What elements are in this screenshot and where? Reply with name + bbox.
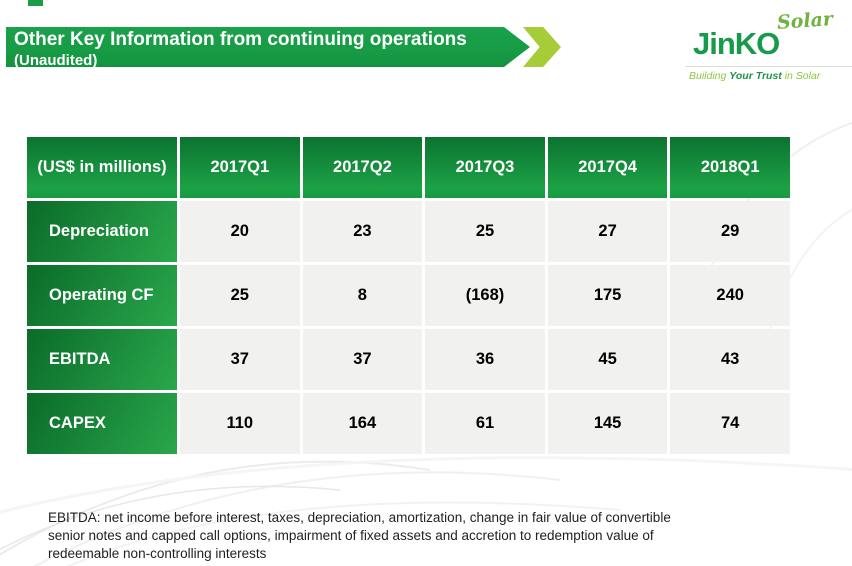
financial-table: (US$ in millions) 2017Q1 2017Q2 2017Q3 2… — [27, 137, 790, 454]
column-header-2017q4: 2017Q4 — [547, 137, 668, 198]
row-label-ebitda: EBITDA — [27, 329, 177, 390]
jinko-solar-logo: Solar JinKO Building Your Trust in Solar — [660, 0, 852, 95]
slide-corner-tab — [28, 0, 43, 6]
data-cell: (168) — [425, 265, 545, 326]
tagline-prefix: Building — [689, 70, 730, 82]
ebitda-footnote: EBITDA: net income before interest, taxe… — [48, 510, 671, 561]
column-header-2017q3: 2017Q3 — [425, 137, 545, 198]
data-cell: 25 — [180, 265, 300, 326]
data-cell: 175 — [547, 265, 668, 326]
data-cell: 23 — [302, 201, 423, 262]
logo-divider-line — [685, 66, 852, 67]
data-cell: 29 — [670, 201, 790, 262]
data-cell: 110 — [180, 393, 300, 454]
data-cell: 20 — [180, 201, 300, 262]
data-cell: 8 — [302, 265, 423, 326]
tagline-bold: Your Trust — [729, 70, 782, 82]
row-label-capex: CAPEX — [27, 393, 177, 454]
data-cell: 36 — [425, 329, 545, 390]
logo-solar-script: Solar — [776, 8, 834, 34]
data-cell: 61 — [425, 393, 545, 454]
data-cell: 240 — [670, 265, 790, 326]
row-label-depreciation: Depreciation — [27, 201, 177, 262]
page-subtitle: (Unaudited) — [14, 52, 98, 67]
data-cell: 164 — [302, 393, 423, 454]
column-header-2018q1: 2018Q1 — [670, 137, 790, 198]
data-cell: 74 — [670, 393, 790, 454]
data-cell: 145 — [547, 393, 668, 454]
column-header-2017q2: 2017Q2 — [302, 137, 423, 198]
logo-tagline: Building Your Trust in Solar — [689, 70, 852, 82]
tagline-suffix: in Solar — [781, 70, 821, 82]
column-header-2017q1: 2017Q1 — [180, 137, 300, 198]
data-cell: 27 — [547, 201, 668, 262]
row-label-operating-cf: Operating CF — [27, 265, 177, 326]
data-cell: 37 — [302, 329, 423, 390]
title-banner: Other Key Information from continuing op… — [6, 27, 530, 67]
data-cell: 43 — [670, 329, 790, 390]
logo-brand-wordmark: JinKO — [693, 26, 780, 61]
data-cell: 25 — [425, 201, 545, 262]
unit-label-header: (US$ in millions) — [27, 137, 177, 198]
data-cell: 45 — [547, 329, 668, 390]
data-cell: 37 — [180, 329, 300, 390]
page-title: Other Key Information from continuing op… — [14, 29, 467, 50]
